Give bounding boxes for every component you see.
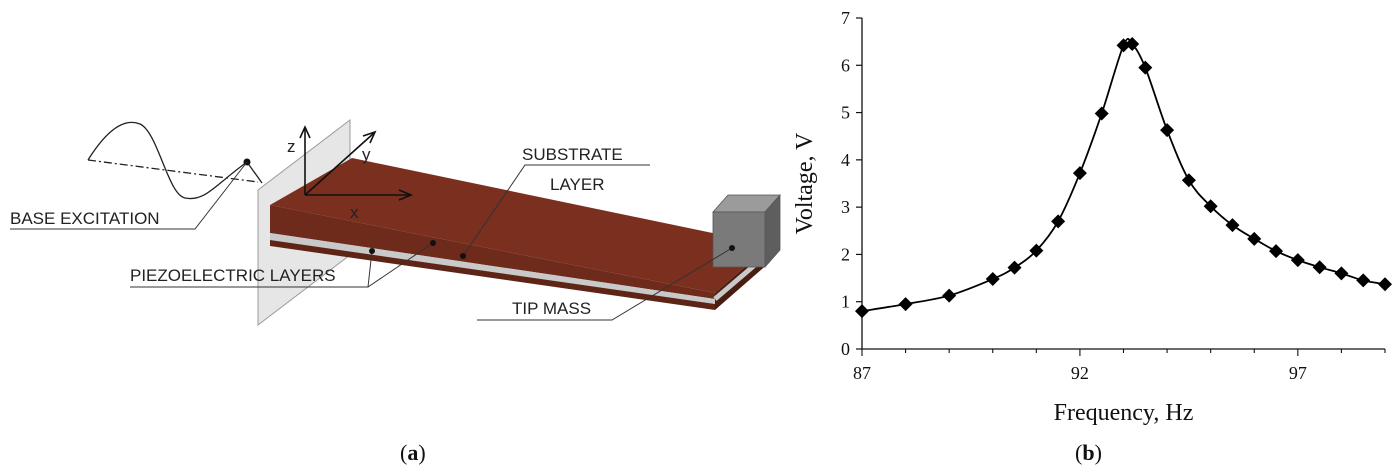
data-point bbox=[1051, 214, 1066, 229]
axis-y-label: y bbox=[362, 145, 371, 164]
data-point bbox=[1312, 260, 1327, 275]
data-point bbox=[1378, 277, 1392, 292]
x-tick-label: 87 bbox=[853, 363, 871, 383]
label-base-excitation: BASE EXCITATION bbox=[10, 209, 160, 228]
axis-x-label: x bbox=[350, 203, 359, 222]
y-tick-label: 6 bbox=[841, 55, 850, 75]
substrate-layer bbox=[270, 233, 715, 304]
panel-a: z y x BASE EXCITATION SUBSTRATE LAYER PI… bbox=[10, 118, 781, 465]
data-point bbox=[1116, 38, 1131, 53]
plot-area: 0 1 2 3 4 5 6 7 87 92 97 bbox=[841, 8, 1392, 383]
y-tick-label: 1 bbox=[841, 292, 850, 312]
data-point bbox=[1160, 123, 1175, 138]
y-tick-label: 5 bbox=[841, 103, 850, 123]
substrate-marker bbox=[460, 253, 466, 259]
y-tick-label: 4 bbox=[841, 150, 850, 170]
caption-a: (a) bbox=[400, 440, 426, 465]
y-tick-label: 3 bbox=[841, 197, 850, 217]
data-point bbox=[985, 272, 1000, 287]
x-tick-label: 92 bbox=[1071, 363, 1089, 383]
data-point bbox=[1094, 106, 1109, 121]
excitation-wave bbox=[87, 121, 263, 200]
data-point bbox=[1203, 199, 1218, 214]
label-substrate-line1: SUBSTRATE bbox=[522, 145, 623, 164]
data-point bbox=[1072, 166, 1087, 181]
label-substrate-line2: LAYER bbox=[550, 175, 605, 194]
y-tick-label: 2 bbox=[841, 244, 850, 264]
piezo-marker-1 bbox=[430, 240, 436, 246]
data-point bbox=[1334, 266, 1349, 281]
coordinate-axes bbox=[299, 125, 414, 201]
axis-z-label: z bbox=[287, 137, 296, 156]
data-point bbox=[1029, 243, 1044, 258]
data-point bbox=[1125, 37, 1140, 52]
data-point bbox=[855, 304, 869, 319]
data-point bbox=[1269, 244, 1284, 259]
x-axis-title: Frequency, Hz bbox=[1054, 400, 1194, 426]
data-point bbox=[1247, 231, 1262, 246]
data-point bbox=[942, 288, 957, 303]
data-point bbox=[1181, 173, 1196, 188]
y-axis-title: Voltage, V bbox=[792, 132, 818, 234]
tip-mass-cube bbox=[712, 193, 781, 269]
piezo-top-surface bbox=[270, 158, 770, 293]
data-point bbox=[1356, 273, 1371, 288]
caption-b: (b) bbox=[1075, 440, 1102, 465]
series-line bbox=[861, 38, 1386, 313]
label-tip-mass: TIP MASS bbox=[512, 299, 591, 318]
x-tick-label: 97 bbox=[1289, 363, 1307, 383]
data-point bbox=[1225, 218, 1240, 233]
data-point bbox=[898, 297, 913, 312]
piezo-marker-2 bbox=[369, 248, 375, 254]
data-point bbox=[1007, 260, 1022, 275]
leader-lines bbox=[10, 161, 733, 321]
data-point bbox=[1290, 253, 1305, 268]
piezo-top-side bbox=[270, 205, 715, 299]
piezo-bottom-side bbox=[270, 240, 715, 310]
y-tick-label: 7 bbox=[841, 8, 850, 28]
label-piezoelectric-layers: PIEZOELECTRIC LAYERS bbox=[130, 266, 336, 285]
data-point bbox=[1138, 60, 1153, 75]
y-tick-label: 0 bbox=[841, 339, 850, 359]
cantilever-beam bbox=[270, 158, 772, 310]
tip-mass-marker bbox=[729, 245, 735, 251]
